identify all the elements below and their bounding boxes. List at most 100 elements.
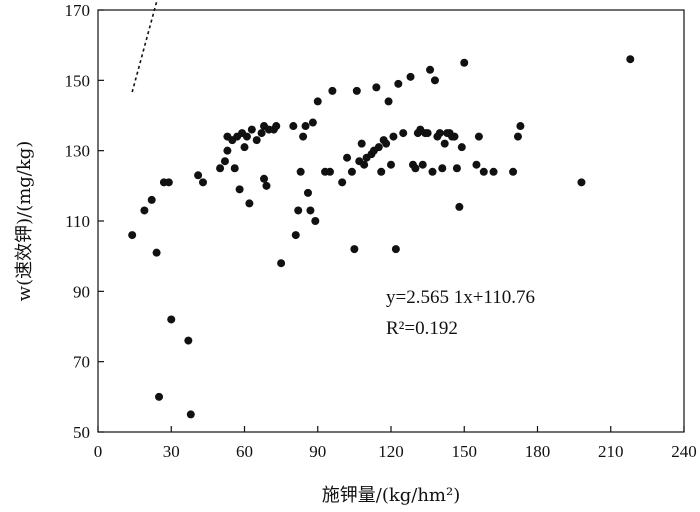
x-tick-label: 150 [452, 442, 478, 461]
data-point [391, 245, 400, 254]
data-point [426, 65, 435, 74]
plot-frame [97, 9, 685, 433]
data-point [450, 132, 459, 141]
data-point [418, 160, 427, 169]
data-point [240, 143, 249, 152]
y-tick-label: 170 [65, 1, 91, 20]
y-tick-label: 110 [65, 212, 90, 231]
data-point [164, 178, 173, 187]
data-point [472, 160, 481, 169]
data-point [155, 392, 164, 401]
data-point [343, 153, 352, 162]
data-point [577, 178, 586, 187]
data-point [291, 231, 300, 240]
data-point [289, 122, 298, 131]
data-point [338, 178, 347, 187]
data-point [387, 160, 395, 169]
data-point [301, 122, 310, 131]
data-point [489, 167, 498, 176]
y-tick-label: 70 [73, 353, 90, 372]
data-point [247, 125, 256, 134]
data-point [167, 315, 176, 324]
x-tick-label: 90 [309, 442, 326, 461]
data-point [406, 72, 415, 81]
data-point [308, 118, 317, 127]
x-tick-label: 30 [163, 442, 180, 461]
data-point [352, 86, 361, 95]
x-tick-label: 60 [236, 442, 253, 461]
trendline [131, 0, 158, 93]
data-point [411, 164, 420, 173]
y-tick-label: 90 [73, 282, 90, 301]
data-point [350, 245, 359, 254]
data-point [430, 76, 439, 85]
y-tick-label: 130 [65, 142, 91, 161]
data-point [360, 160, 369, 169]
data-point [474, 132, 483, 141]
trendline-group [131, 0, 158, 93]
data-point [377, 167, 386, 176]
x-tick-label: 240 [671, 442, 697, 461]
data-point [198, 178, 207, 187]
data-point [313, 97, 322, 106]
data-point [128, 231, 137, 240]
data-point [311, 217, 320, 225]
data-point [184, 336, 193, 345]
data-point [296, 167, 305, 176]
data-point [384, 97, 393, 106]
data-point [455, 202, 464, 211]
data-point [382, 139, 391, 148]
y-axis-label: w(速效钾)/(mg/kg) [14, 141, 35, 302]
axis-ticks: 0 30 60 90 120 150 180 210 240 50 70 90 110 130 150 170 [65, 1, 697, 461]
y-axis-title: w(速效钾)/(mg/kg) [14, 141, 35, 302]
y-tick-label: 50 [73, 423, 90, 442]
x-axis-label: 施钾量/(kg/hm²) [322, 485, 460, 506]
data-point [262, 181, 271, 190]
y-tick-label: 150 [65, 71, 91, 90]
data-point [374, 143, 383, 152]
data-point [423, 129, 432, 138]
data-point [626, 55, 635, 64]
x-tick-label: 180 [525, 442, 551, 461]
data-point [277, 259, 286, 268]
data-point [457, 143, 466, 152]
data-point [394, 79, 403, 88]
data-point [294, 206, 303, 215]
data-point [399, 129, 408, 138]
x-tick-label: 120 [378, 442, 404, 461]
data-point [152, 248, 161, 257]
data-point [509, 167, 518, 176]
data-point [460, 58, 469, 67]
data-point [440, 139, 449, 148]
data-point [242, 132, 251, 141]
data-point [216, 164, 225, 173]
r-squared-label: R²=0.192 [386, 318, 458, 339]
data-points [128, 55, 635, 419]
data-point [186, 410, 195, 419]
x-tick-label: 0 [94, 442, 103, 461]
data-point [479, 167, 488, 176]
data-point [372, 83, 381, 92]
data-point [230, 164, 239, 173]
data-point [260, 174, 269, 183]
data-point [513, 132, 522, 141]
data-point [303, 188, 312, 197]
x-tick-label: 210 [598, 442, 624, 461]
data-point [328, 86, 337, 95]
data-point [438, 164, 447, 173]
data-point [357, 139, 366, 148]
data-point [347, 167, 356, 176]
data-point [389, 132, 398, 141]
data-point [452, 164, 461, 173]
data-point [516, 122, 525, 131]
regression-equation: y=2.565 1x+110.76 [386, 287, 535, 308]
data-point [140, 206, 149, 215]
data-point [147, 195, 156, 204]
data-point [428, 167, 437, 176]
data-point [435, 129, 444, 138]
data-point [257, 129, 266, 138]
data-point [306, 206, 315, 215]
data-point [325, 167, 334, 176]
data-point [245, 199, 254, 208]
